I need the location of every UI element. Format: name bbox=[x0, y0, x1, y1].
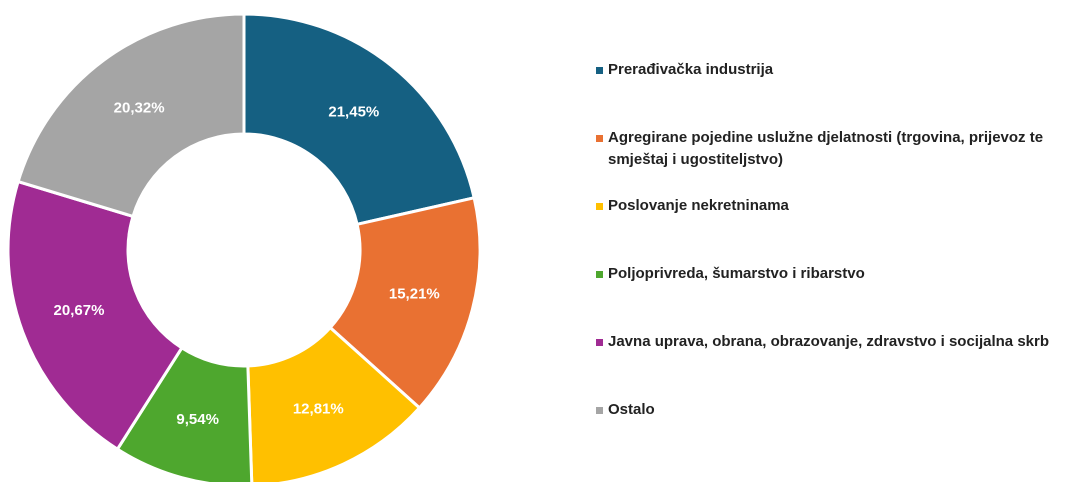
slice bbox=[242, 12, 476, 227]
legend-label: Javna uprava, obrana, obrazovanje, zdrav… bbox=[608, 333, 1050, 350]
legend-swatch bbox=[596, 407, 603, 414]
legend-swatch bbox=[596, 67, 603, 74]
legend-label: Agregirane pojedine uslužne djelatnosti … bbox=[608, 129, 1044, 168]
legend-swatch bbox=[596, 135, 603, 142]
legend-label: Poslovanje nekretninama bbox=[608, 197, 789, 214]
legend-item: Poljoprivreda, šumarstvo i ribarstvo bbox=[596, 263, 1086, 285]
slice bbox=[246, 325, 422, 482]
legend-label: Prerađivačka industrija bbox=[608, 61, 774, 78]
slice bbox=[16, 12, 246, 219]
legend-swatch bbox=[596, 203, 603, 210]
data-label: 9,54% bbox=[176, 411, 219, 428]
legend-swatch bbox=[596, 271, 603, 278]
legend-item: Javna uprava, obrana, obrazovanje, zdrav… bbox=[596, 331, 1086, 353]
legend-label: Poljoprivreda, šumarstvo i ribarstvo bbox=[608, 265, 865, 282]
legend-item: Ostalo bbox=[596, 399, 1086, 421]
legend-item: Poslovanje nekretninama bbox=[596, 195, 1086, 217]
data-label: 15,21% bbox=[389, 285, 440, 302]
legend-swatch bbox=[596, 339, 603, 346]
data-label: 20,32% bbox=[114, 100, 165, 117]
data-label: 12,81% bbox=[293, 401, 344, 418]
slice bbox=[6, 179, 184, 452]
donut: 21,45% 15,21% 12,81% 9,54% 20,67% 20,32% bbox=[6, 12, 482, 482]
legend-label: Ostalo bbox=[608, 401, 655, 418]
slice bbox=[328, 196, 482, 410]
legend-item: Prerađivačka industrija bbox=[596, 59, 1086, 81]
legend-item: Agregirane pojedine uslužne djelatnosti … bbox=[596, 127, 1086, 171]
data-label: 20,67% bbox=[54, 302, 105, 319]
data-label: 21,45% bbox=[328, 103, 379, 120]
